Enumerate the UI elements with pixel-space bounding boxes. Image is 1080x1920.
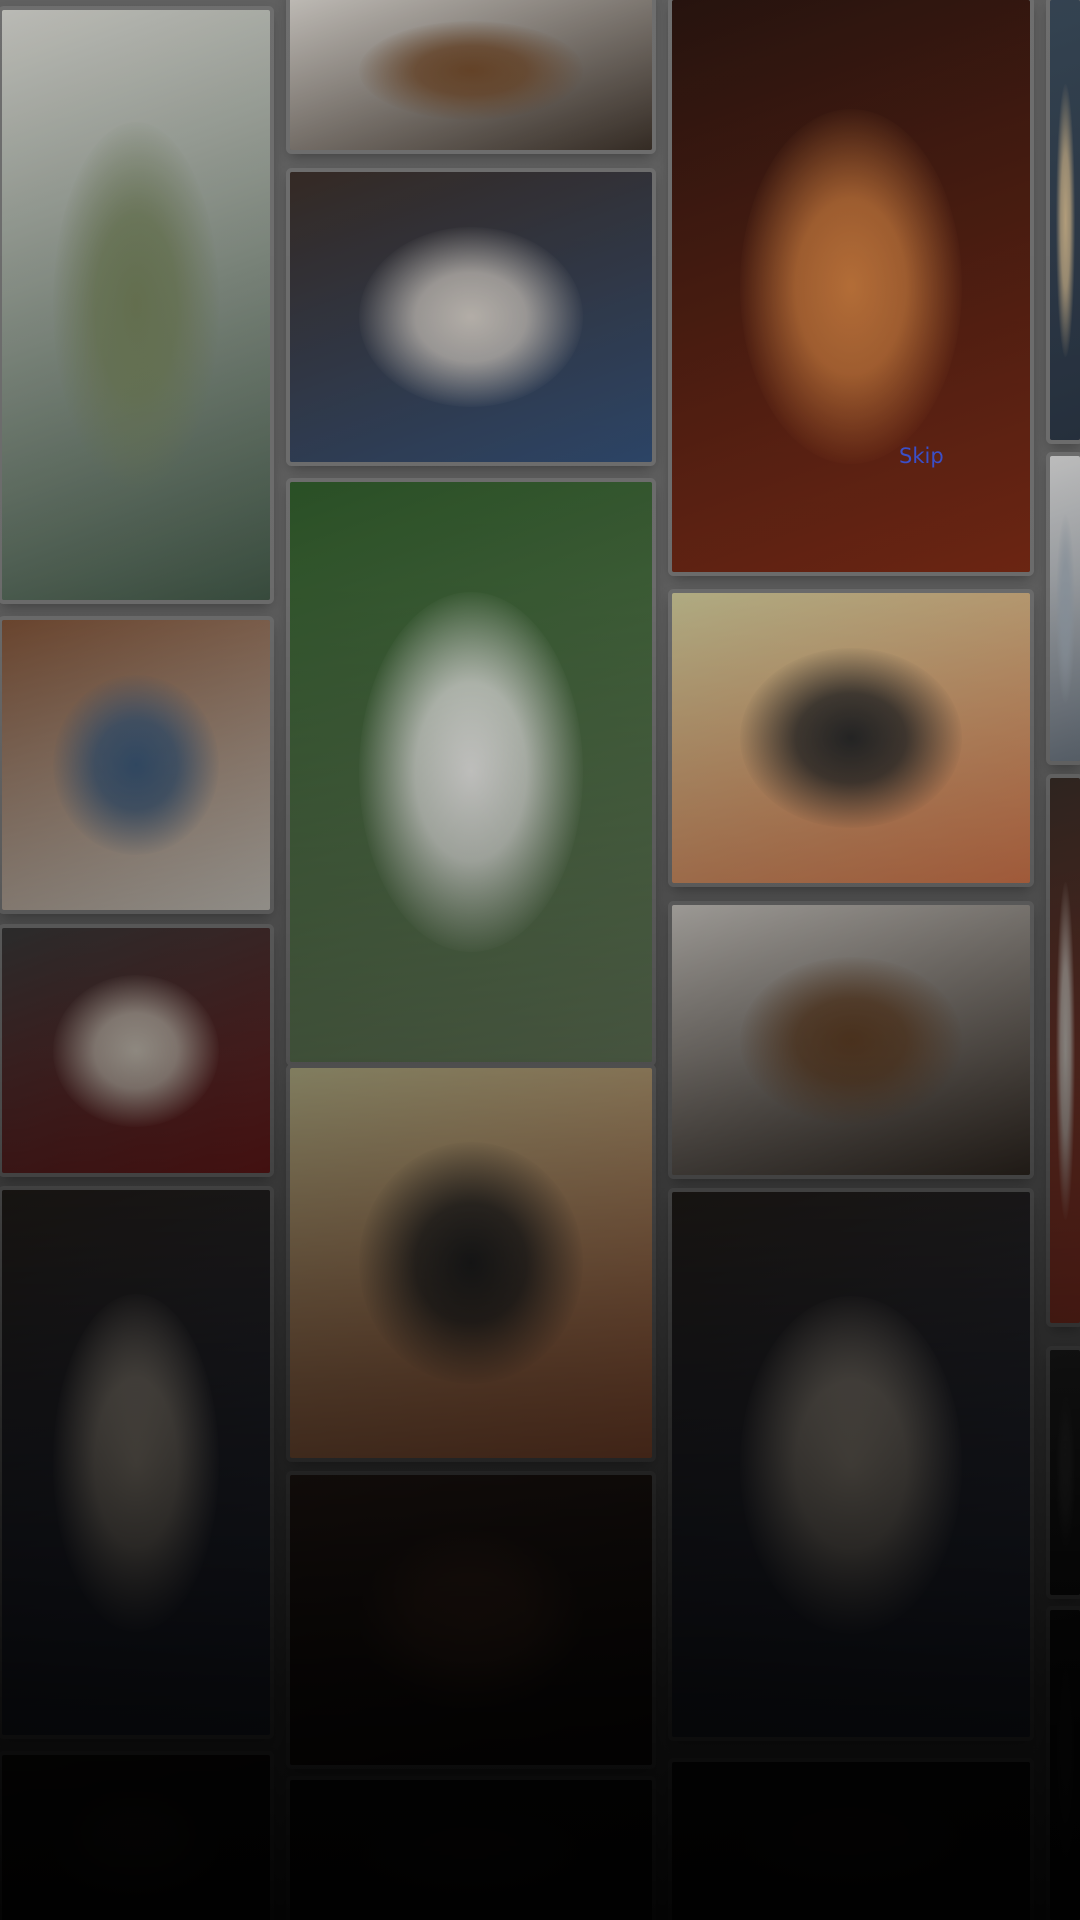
- photo-edge-tile-5[interactable]: [1050, 1610, 1080, 1920]
- photo-woman-with-samoyed[interactable]: [290, 482, 652, 1062]
- photo-subject: [1056, 1669, 1075, 1861]
- photo-spaniel-with-ball[interactable]: [290, 1068, 652, 1458]
- photo-owner-with-dog-leash-2[interactable]: [672, 905, 1030, 1175]
- photo-edge-tile-1[interactable]: [1050, 0, 1080, 440]
- skip-button[interactable]: Skip: [897, 440, 946, 472]
- column-1: [2, 0, 270, 1920]
- photo-owner-with-dog-leash[interactable]: [290, 0, 652, 150]
- photo-subject: [53, 675, 219, 855]
- photo-person-hugging-dog-dark-2[interactable]: [672, 1192, 1030, 1737]
- column-3: [672, 0, 1030, 1920]
- photo-edge-tile-2[interactable]: [1050, 456, 1080, 761]
- photo-subject: [359, 1809, 583, 1902]
- photo-bottom-tile-1[interactable]: [2, 1755, 270, 1920]
- photo-dog-indoors-dark[interactable]: [290, 1475, 652, 1765]
- photo-subject: [359, 592, 583, 952]
- column-2: [290, 0, 652, 1920]
- photo-subject: [359, 1142, 583, 1384]
- photo-person-hugging-husky[interactable]: [290, 172, 652, 462]
- photo-edge-tile-3[interactable]: [1050, 778, 1080, 1323]
- photo-subject: [53, 1294, 219, 1632]
- photo-subject: [740, 1793, 962, 1892]
- photo-subject: [1056, 514, 1075, 703]
- photo-subject: [740, 957, 962, 1124]
- photo-person-hugging-dog-dark[interactable]: [2, 1190, 270, 1735]
- photo-bottom-tile-2[interactable]: [290, 1780, 652, 1920]
- photo-subject: [359, 227, 583, 407]
- photo-subject: [53, 122, 219, 488]
- photo-subject: [53, 1789, 219, 1901]
- photo-edge-tile-4[interactable]: [1050, 1350, 1080, 1595]
- photo-dog-on-bed[interactable]: [2, 620, 270, 910]
- photo-spaniel-with-ball-2[interactable]: [672, 593, 1030, 883]
- photo-subject: [1056, 1397, 1075, 1549]
- photo-subject: [53, 975, 219, 1127]
- photo-bottom-tile-3[interactable]: [672, 1762, 1030, 1920]
- photo-subject: [1056, 84, 1075, 357]
- photo-subject: [740, 648, 962, 828]
- photo-subject: [740, 1296, 962, 1634]
- photo-subject: [1056, 882, 1075, 1220]
- column-4: [1050, 0, 1080, 1920]
- photo-subject: [740, 109, 962, 464]
- photo-subject: [359, 1530, 583, 1710]
- photo-golden-retriever-autumn[interactable]: [672, 0, 1030, 572]
- photo-living-room-dog[interactable]: [2, 10, 270, 600]
- photo-subject: [359, 21, 583, 120]
- photo-dog-in-kennel[interactable]: [2, 928, 270, 1173]
